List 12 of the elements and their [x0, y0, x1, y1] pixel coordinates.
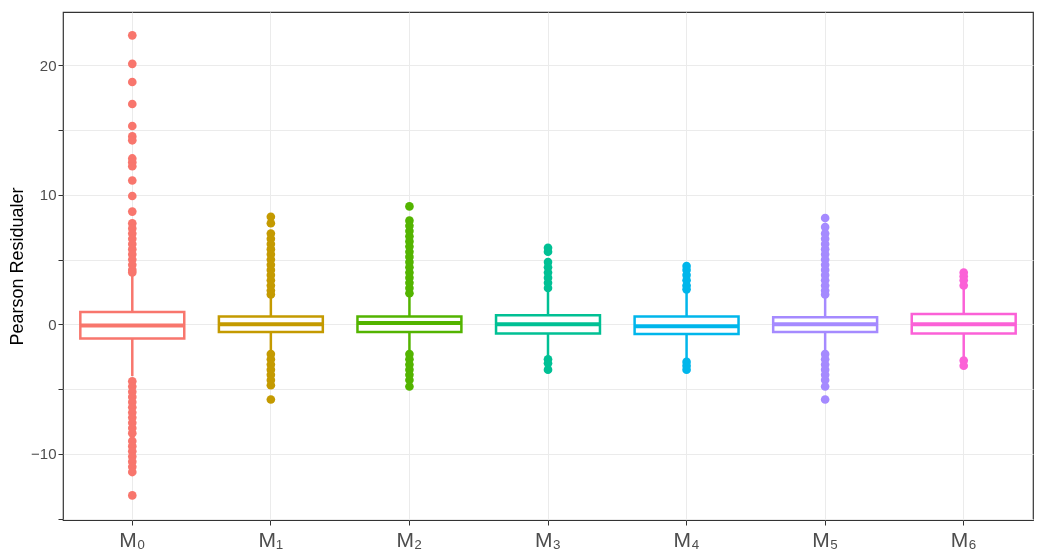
x-tick-label: M₄ [673, 527, 700, 551]
y-tick-label: −10 [31, 445, 57, 463]
x-tick-label: M₂ [396, 527, 423, 551]
y-tick-label: 10 [39, 186, 57, 204]
x-tick-label: M₀ [119, 527, 146, 551]
x-tick-label: M₅ [812, 527, 839, 551]
y-tick-label: 0 [48, 315, 57, 333]
y-axis-title: Pearson Residualer [7, 187, 28, 346]
x-tick-label: M₆ [950, 527, 977, 551]
x-tick-label: M₁ [258, 527, 284, 551]
x-tick-label: M₃ [534, 527, 562, 551]
y-tick-label: 20 [39, 56, 57, 74]
